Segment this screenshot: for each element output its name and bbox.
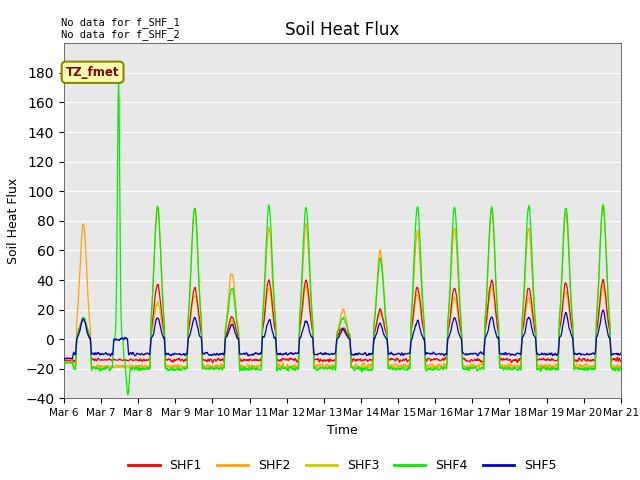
- X-axis label: Time: Time: [327, 424, 358, 437]
- Text: TZ_fmet: TZ_fmet: [66, 66, 119, 79]
- Title: Soil Heat Flux: Soil Heat Flux: [285, 21, 399, 39]
- Legend: SHF1, SHF2, SHF3, SHF4, SHF5: SHF1, SHF2, SHF3, SHF4, SHF5: [124, 455, 561, 478]
- Text: No data for f_SHF_1
No data for f_SHF_2: No data for f_SHF_1 No data for f_SHF_2: [61, 17, 180, 40]
- Y-axis label: Soil Heat Flux: Soil Heat Flux: [6, 178, 20, 264]
